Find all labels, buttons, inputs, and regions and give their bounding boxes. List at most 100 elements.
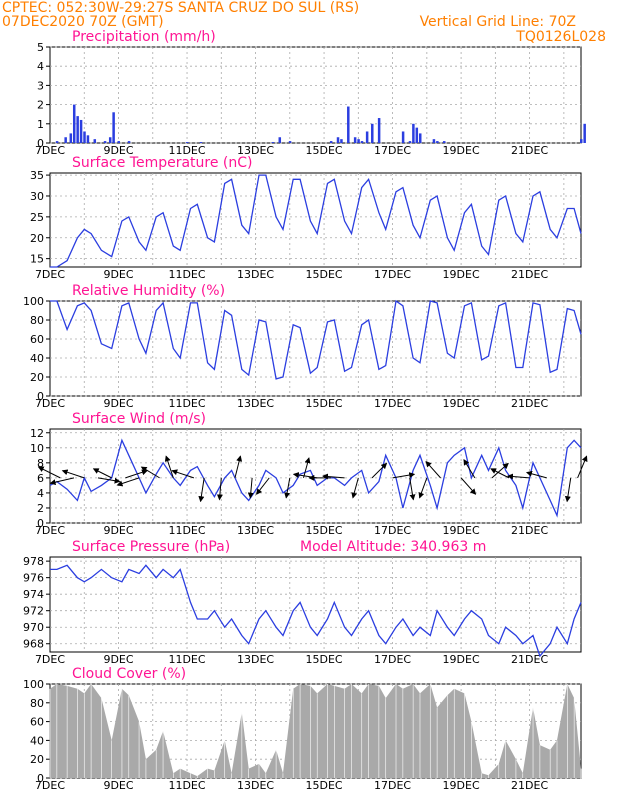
wind-vector-arrow [92, 468, 112, 479]
wind-y-tick-label: 8 [37, 457, 44, 470]
temp-y-tick-label: 30 [30, 190, 44, 203]
cloud-x-tick-label: 15DEC [306, 779, 343, 792]
precip-bar [340, 139, 343, 143]
wind-vector-arrow [490, 468, 510, 479]
cloud-y-tick-label: 80 [30, 697, 44, 710]
wind-vector-arrow [37, 466, 61, 479]
precip-bar [69, 133, 73, 143]
wind-vector-arrow [171, 469, 195, 479]
wind-vector-arrow [97, 477, 121, 484]
wind-vector-arrow [392, 472, 416, 479]
pressure-title: Surface Pressure (hPa) [72, 539, 230, 555]
wind-vector-arrow [116, 477, 140, 487]
precip-bar [418, 133, 422, 143]
wind-vector-arrow [491, 462, 509, 479]
precip-bar [357, 139, 360, 143]
wind-y-tick-label: 2 [37, 502, 44, 515]
panels: Precipitation (mm/h)7DEC 9DEC 11DEC 13DEC 15… [23, 29, 588, 792]
precip-y-tick-label: 5 [37, 41, 44, 54]
precip-bar [347, 106, 350, 143]
cloud-y-tick-label: 40 [30, 734, 44, 747]
pressure-panel: Surface Pressure (hPa) 7DEC 9DEC 11DEC 13DEC… [23, 539, 582, 666]
precip-bar [412, 123, 415, 143]
precip-bar [79, 119, 83, 143]
pressure-x-tick-label: 13DEC [237, 653, 274, 666]
wind-x-tick-label: 13DEC [237, 524, 274, 537]
wind-x-tick-label: 7DEC [35, 524, 65, 537]
precip-bar [365, 131, 369, 143]
cloud-x-tick-label: 19DEC [443, 779, 480, 792]
pressure-frame [49, 556, 582, 653]
wind-vector-arrow [284, 477, 291, 499]
header-grid-line: Vertical Grid Line: 70Z [420, 14, 576, 30]
temp-panel: Surface Temperature (nC) 7DEC 9DEC 11DEC 13D… [30, 155, 582, 281]
wind-x-tick-label: 11DEC [168, 524, 205, 537]
temp-x-tick-label: 9DEC [103, 268, 133, 281]
temp-x-tick-label: 13DEC [237, 268, 274, 281]
cloud-x-tick-label: 7DEC [35, 779, 65, 792]
pressure-x-tick-label: 15DEC [306, 653, 343, 666]
wind-x-tick-label: 17DEC [374, 524, 411, 537]
precip-bar [103, 141, 107, 143]
pressure-x-tick-label: 11DEC [168, 653, 205, 666]
wind-vector-arrow [577, 455, 588, 479]
precip-frame [49, 46, 582, 144]
precip-bar [432, 139, 436, 143]
model-altitude: Model Altitude: 340.963 m [300, 539, 486, 555]
precip-bar [408, 141, 412, 143]
wind-y-tick-label: 0 [37, 517, 44, 530]
precip-bar [278, 137, 282, 143]
precip-bar [112, 112, 115, 143]
wind-vector-arrow [463, 459, 476, 479]
temp-x-tick-label: 11DEC [168, 268, 205, 281]
wind-vector-arrow [256, 477, 270, 495]
pressure-y-tick-label: 968 [23, 638, 44, 651]
cloud-title: Cloud Cover (%) [72, 666, 186, 682]
precip-bar [288, 141, 292, 143]
precip-x-tick-label: 9DEC [103, 144, 133, 157]
precip-bar [127, 141, 131, 143]
rh-y-tick-label: 60 [30, 333, 44, 346]
wind-vector-arrow [198, 477, 205, 503]
header-run-date: 07DEC2020 70Z (GMT) [2, 14, 164, 30]
pressure-y-tick-label: 976 [23, 572, 44, 585]
wind-line [49, 438, 582, 518]
wind-y-tick-label: 6 [37, 472, 44, 485]
wind-vector-arrow [292, 472, 318, 479]
rh-x-tick-label: 15DEC [306, 397, 343, 410]
precip-bar [580, 139, 583, 143]
wind-vector-arrow [234, 455, 243, 479]
pressure-x-tick-label: 7DEC [35, 653, 65, 666]
rh-panel: Relative Humidity (%) 7DEC 9DEC 11DEC 13DEC 1… [23, 283, 582, 410]
wind-y-tick-label: 12 [30, 427, 44, 440]
precip-bar [336, 137, 340, 143]
cloud-panel: Cloud Cover (%) 7DEC 9DEC 11DEC 13DEC 15DEC 17… [23, 666, 582, 792]
wind-vector-arrow [216, 477, 223, 501]
wind-y-tick-label: 4 [37, 487, 44, 500]
pressure-y-tick-label: 974 [23, 588, 44, 601]
precip-bar [583, 123, 586, 143]
wind-x-tick-label: 9DEC [103, 524, 133, 537]
wind-x-tick-label: 19DEC [443, 524, 480, 537]
precip-y-tick-label: 2 [37, 99, 44, 112]
pressure-y-tick-label: 978 [23, 555, 44, 568]
cloud-x-tick-label: 21DEC [511, 779, 548, 792]
wind-vector-arrow [409, 477, 416, 501]
rh-y-tick-label: 20 [30, 371, 44, 384]
precip-bar [442, 141, 446, 143]
wind-title: Surface Wind (m/s) [72, 411, 206, 427]
precip-x-tick-label: 7DEC [35, 144, 65, 157]
precip-x-tick-label: 11DEC [168, 144, 205, 157]
temp-y-tick-label: 20 [30, 232, 44, 245]
rh-x-tick-label: 19DEC [443, 397, 480, 410]
precip-bar [353, 137, 357, 143]
precip-y-tick-label: 3 [37, 79, 44, 92]
rh-y-tick-label: 80 [30, 314, 44, 327]
precip-bar [117, 141, 121, 143]
pressure-line [50, 564, 582, 658]
precip-bar [93, 139, 97, 143]
wind-panel: Surface Wind (m/s) 7DEC 9DEC 11DEC 13DEC 15DE… [30, 411, 588, 537]
wind-vector-arrow [418, 477, 428, 499]
temp-line [50, 174, 582, 268]
wind-vector-arrow [140, 466, 160, 479]
